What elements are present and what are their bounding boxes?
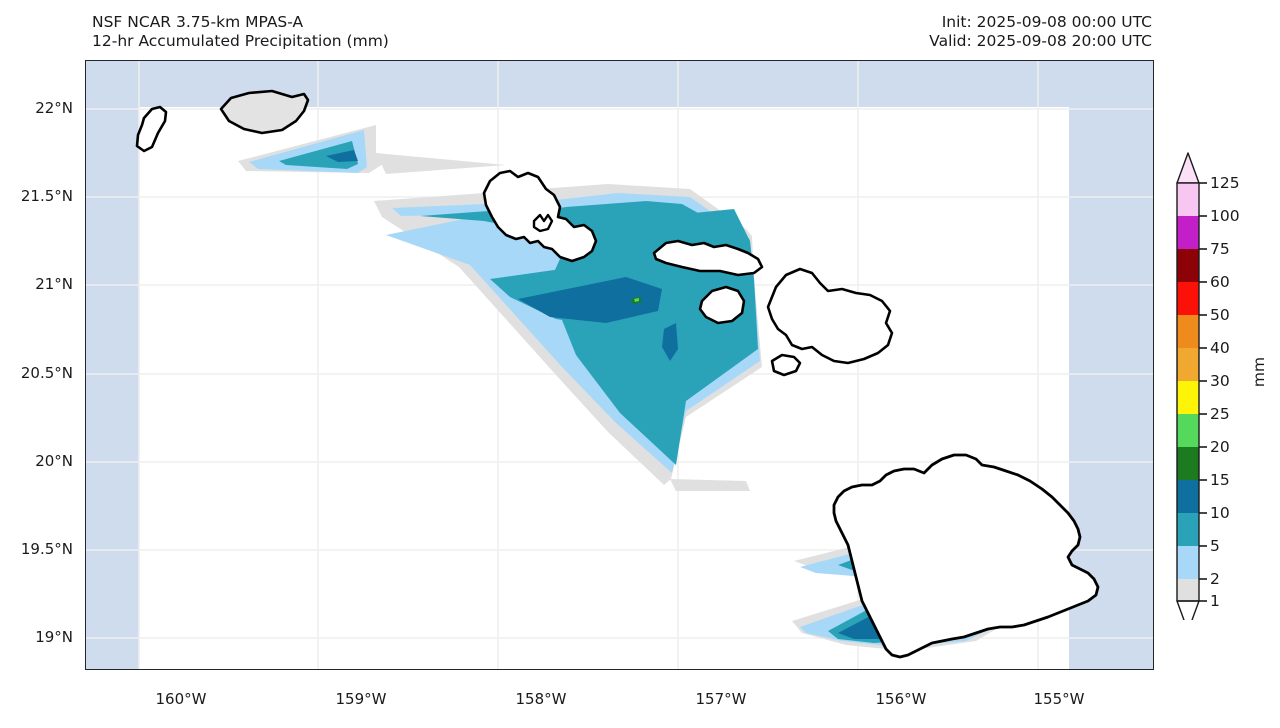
map-plot-area — [85, 60, 1154, 670]
precip-plume-kauai — [238, 125, 506, 174]
x-axis-tick: 157°W — [695, 690, 747, 708]
colorbar-gradient — [1176, 152, 1207, 620]
y-axis-tick: 22°N — [35, 99, 73, 117]
y-axis-tick: 20.5°N — [20, 364, 73, 382]
island-maui — [766, 267, 894, 365]
precipitation-colorbar: 125 100 75 60 50 40 30 25 20 15 10 5 2 1… — [1176, 125, 1280, 620]
colorbar-tick: 5 — [1210, 537, 1220, 555]
x-axis-tick: 155°W — [1033, 690, 1085, 708]
colorbar-tick: 20 — [1210, 438, 1230, 456]
model-title-block: NSF NCAR 3.75-km MPAS-A 12-hr Accumulate… — [92, 13, 389, 51]
forecast-time-block: Init: 2025-09-08 00:00 UTC Valid: 2025-0… — [929, 13, 1152, 51]
colorbar-tick: 30 — [1210, 372, 1230, 390]
y-axis-tick: 19°N — [35, 628, 73, 646]
colorbar-tick: 1 — [1210, 592, 1220, 610]
precipitation-contours-and-coastlines — [135, 89, 1100, 659]
colorbar-tick: 15 — [1210, 471, 1230, 489]
colorbar-tick: 75 — [1210, 240, 1230, 258]
island-lanai — [698, 285, 746, 325]
colorbar-tick: 50 — [1210, 306, 1230, 324]
x-axis-tick: 159°W — [335, 690, 387, 708]
island-molokai — [652, 239, 764, 277]
island-niihau — [135, 105, 168, 153]
island-kauai — [219, 89, 310, 135]
island-hawaii — [832, 453, 1100, 659]
x-axis-tick: 158°W — [515, 690, 567, 708]
colorbar-tick: 2 — [1210, 570, 1220, 588]
colorbar-tick: 125 — [1210, 174, 1240, 192]
x-axis-tick: 160°W — [155, 690, 207, 708]
colorbar-tick: 25 — [1210, 405, 1230, 423]
colorbar-tick: 60 — [1210, 273, 1230, 291]
x-axis-tick: 156°W — [875, 690, 927, 708]
y-axis-tick: 19.5°N — [20, 540, 73, 558]
y-axis-tick: 21°N — [35, 275, 73, 293]
colorbar-tick: 40 — [1210, 339, 1230, 357]
init-time: Init: 2025-09-08 00:00 UTC — [941, 13, 1152, 31]
island-kahoolawe — [770, 353, 802, 377]
model-name: NSF NCAR 3.75-km MPAS-A — [92, 13, 304, 31]
island-oahu — [482, 169, 598, 263]
y-axis-tick: 21.5°N — [20, 187, 73, 205]
y-axis-tick: 20°N — [35, 452, 73, 470]
valid-time: Valid: 2025-09-08 20:00 UTC — [929, 32, 1152, 50]
colorbar-tick: 10 — [1210, 504, 1230, 522]
colorbar-unit-label: mm — [1250, 356, 1269, 388]
field-description: 12-hr Accumulated Precipitation (mm) — [92, 32, 389, 50]
colorbar-tick: 100 — [1210, 207, 1240, 225]
